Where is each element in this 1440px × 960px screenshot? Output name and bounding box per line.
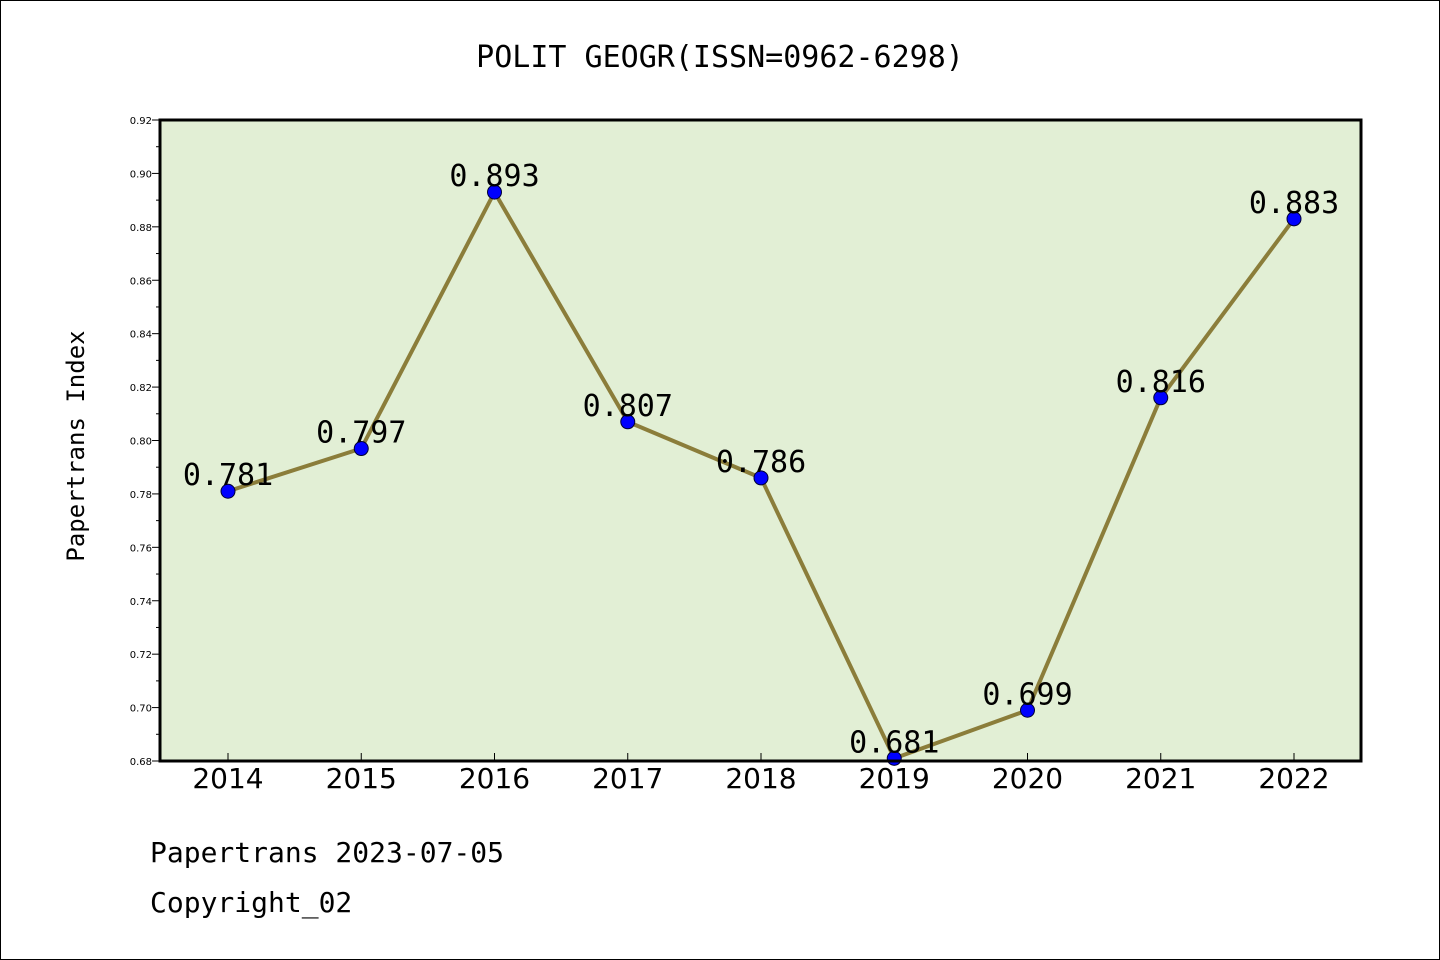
chart-title: POLIT GEOGR(ISSN=0962-6298)	[476, 40, 964, 75]
plot-area	[160, 120, 1361, 761]
x-tick-label: 2014	[192, 762, 263, 795]
x-tick-label: 2021	[1125, 762, 1196, 795]
y-tick-label: 0.82	[130, 383, 152, 394]
data-label: 0.816	[1116, 365, 1206, 400]
y-tick-label: 0.86	[130, 276, 152, 287]
data-labels: 0.781 0.797 0.893 0.807 0.786 0.681 0.699 0.816…	[183, 159, 1339, 760]
data-points	[220, 184, 1302, 766]
data-label: 0.807	[583, 389, 673, 424]
y-tick-label: 0.90	[130, 169, 152, 180]
x-axis-ticks: 2014 2015 2016 2017 2018 2019 2020 2021 2022	[192, 753, 1330, 795]
x-tick-label: 2018	[725, 762, 796, 795]
x-tick-label: 2020	[992, 762, 1063, 795]
y-tick-label: 0.88	[130, 223, 152, 234]
y-tick-label: 0.84	[130, 330, 152, 341]
x-tick-label: 2022	[1258, 762, 1329, 795]
plot-border	[158, 118, 1363, 763]
data-point	[220, 483, 236, 499]
y-axis-ticks: 0.68 0.70 0.72 0.74 0.76 0.78 0.80 0.82 0.84 0.86…	[130, 116, 160, 768]
x-tick-label: 2016	[459, 762, 530, 795]
data-label: 0.699	[982, 677, 1072, 712]
data-point	[620, 414, 636, 430]
data-point	[353, 441, 369, 457]
y-tick-label: 0.70	[130, 704, 152, 715]
data-label: 0.893	[449, 159, 539, 194]
data-label: 0.883	[1249, 186, 1339, 221]
x-tick-label: 2017	[592, 762, 663, 795]
y-tick-label: 0.68	[130, 757, 152, 768]
data-point	[1286, 211, 1302, 227]
y-axis-label: Papertrans Index	[62, 330, 90, 561]
y-tick-label: 0.72	[130, 650, 152, 661]
data-point	[1153, 390, 1169, 406]
x-tick-label: 2019	[859, 762, 930, 795]
data-point	[1020, 702, 1035, 718]
data-point	[487, 184, 502, 200]
y-tick-label: 0.76	[130, 543, 152, 554]
data-label: 0.797	[316, 416, 406, 451]
data-label: 0.681	[849, 725, 939, 760]
y-tick-label: 0.74	[130, 597, 152, 608]
footer-date: Papertrans 2023-07-05	[150, 836, 505, 869]
y-tick-label: 0.92	[130, 116, 152, 127]
y-tick-label: 0.78	[130, 490, 152, 501]
x-tick-label: 2015	[326, 762, 397, 795]
y-tick-label: 0.80	[130, 437, 152, 448]
footer-copyright: Copyright_02	[150, 886, 353, 919]
data-label: 0.781	[183, 458, 273, 493]
data-label: 0.786	[716, 445, 806, 480]
data-point	[753, 470, 769, 486]
